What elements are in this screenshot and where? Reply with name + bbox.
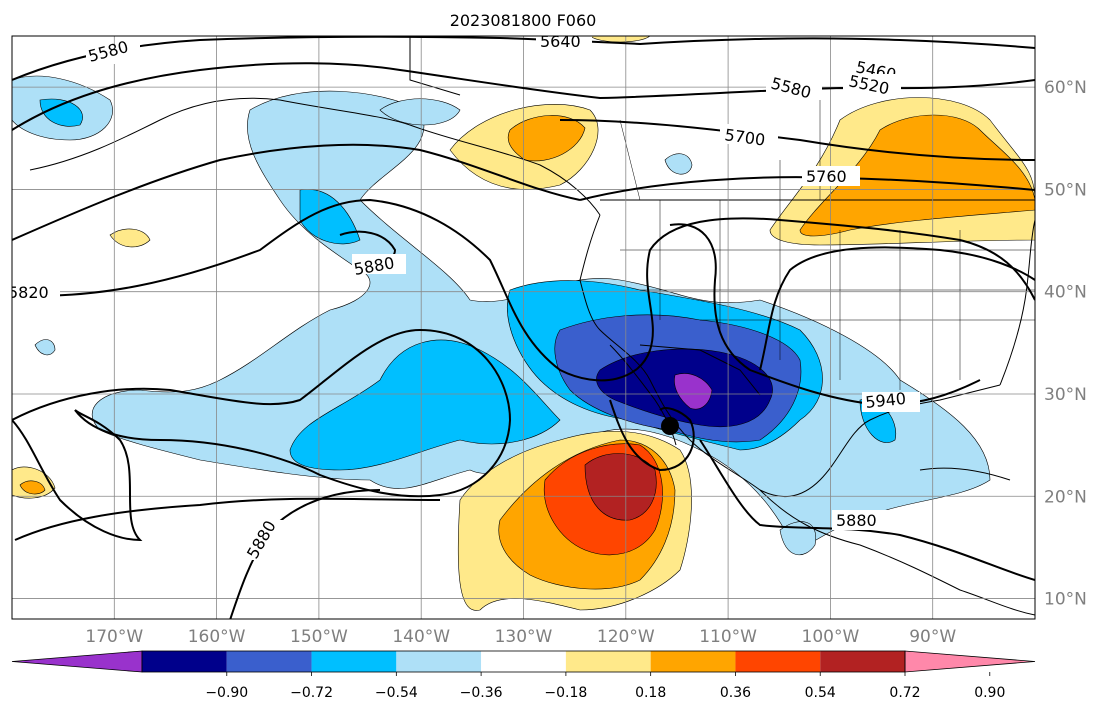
contour-label: 5940 [864, 389, 906, 412]
latitude-tick-label: 50°N [1044, 180, 1087, 200]
latitude-tick-label: 30°N [1044, 385, 1087, 405]
colorbar-segment [226, 651, 312, 672]
longitude-labels: 170°W 160°W 150°W 140°W 130°W 120°W 110°W 100°W… [85, 627, 956, 647]
latitude-tick-label: 20°N [1044, 487, 1087, 507]
shade-light-blue-hawaii [34, 339, 56, 356]
contour-label: 5820 [8, 283, 49, 302]
shade-orange-gulf-alaska [507, 115, 586, 162]
contour-label: 5640 [540, 32, 581, 51]
colorbar-segment [650, 651, 736, 672]
colorbar-outline [141, 650, 906, 673]
colorbar-extend-low [11, 650, 143, 673]
shaded-anomaly-field [12, 36, 1035, 611]
border-us-mexico [639, 344, 761, 396]
colorbar-segment [820, 651, 905, 672]
gridlines [12, 36, 1035, 619]
storm-center-marker [661, 417, 679, 435]
latitude-labels: 60°N 50°N 40°N 30°N 20°N 10°N [1044, 78, 1087, 609]
latitude-tick-label: 60°N [1044, 78, 1087, 98]
height-contours [12, 36, 1035, 619]
colorbar-tick-label: 0.90 [974, 685, 1005, 701]
coastlines [29, 36, 1035, 616]
shade-blue-pacific [299, 189, 361, 245]
colorbar-tick-label: 0.18 [635, 685, 666, 701]
colorbar-extend-high [904, 650, 1036, 673]
longitude-tick-label: 120°W [597, 627, 655, 647]
shade-orange-west-edge [19, 480, 46, 495]
longitude-tick-label: 150°W [290, 627, 348, 647]
shade-light-blue-north-small [379, 98, 461, 126]
contour-label: 5880 [836, 511, 877, 530]
latitude-tick-label: 10°N [1044, 590, 1087, 610]
longitude-tick-label: 100°W [802, 627, 860, 647]
coast-west-us [579, 214, 761, 491]
colorbar-segment [311, 651, 397, 672]
colorbar-segment [396, 651, 482, 672]
longitude-tick-label: 130°W [495, 627, 553, 647]
shade-purple [674, 373, 713, 410]
colorbar-segment [142, 651, 227, 672]
longitude-tick-label: 90°W [909, 627, 956, 647]
colorbar: −0.90 −0.72 −0.54 −0.36 −0.18 0.18 0.36 0.54 0.7… [11, 650, 1036, 701]
colorbar-tick-label: 0.72 [889, 685, 920, 701]
latitude-tick-label: 40°N [1044, 283, 1087, 303]
colorbar-tick-label: −0.18 [544, 685, 587, 701]
colorbar-tick-label: 0.54 [805, 685, 836, 701]
border-alaska-canada [409, 36, 461, 96]
map-frame [11, 35, 1036, 620]
colorbar-tick-label: −0.72 [290, 685, 333, 701]
coast-central-america [759, 489, 1035, 616]
colorbar-segment [735, 651, 821, 672]
colorbar-tick-label: −0.36 [460, 685, 503, 701]
shade-light-blue-canada [664, 153, 693, 175]
colorbar-segment [565, 651, 651, 672]
longitude-tick-label: 170°W [85, 627, 143, 647]
coast-cuba [919, 467, 1011, 481]
longitude-tick-label: 140°W [392, 627, 450, 647]
coast-east [999, 219, 1035, 386]
contour-label: 5760 [806, 167, 847, 186]
coast-alaska [29, 97, 601, 216]
colorbar-tick-label: 0.36 [720, 685, 751, 701]
shade-yellow-west-small [109, 228, 151, 248]
colorbar-tick-label: −0.90 [205, 685, 248, 701]
longitude-tick-label: 160°W [188, 627, 246, 647]
shade-light-blue-gulf [779, 521, 817, 556]
shade-dark-red [584, 453, 657, 521]
state-borders [619, 100, 1035, 390]
shade-blue-central [289, 339, 561, 471]
coast-gulf-mexico [759, 384, 1001, 498]
longitude-tick-label: 110°W [699, 627, 757, 647]
map-panel: 5580 5640 5460 5520 5580 5700 5760 5880 … [8, 32, 1035, 619]
shade-blue-hawaii [39, 98, 83, 127]
colorbar-tick-label: −0.54 [375, 685, 418, 701]
colorbar-segment [481, 651, 566, 672]
figure-title: 2023081800 F060 [450, 11, 597, 30]
